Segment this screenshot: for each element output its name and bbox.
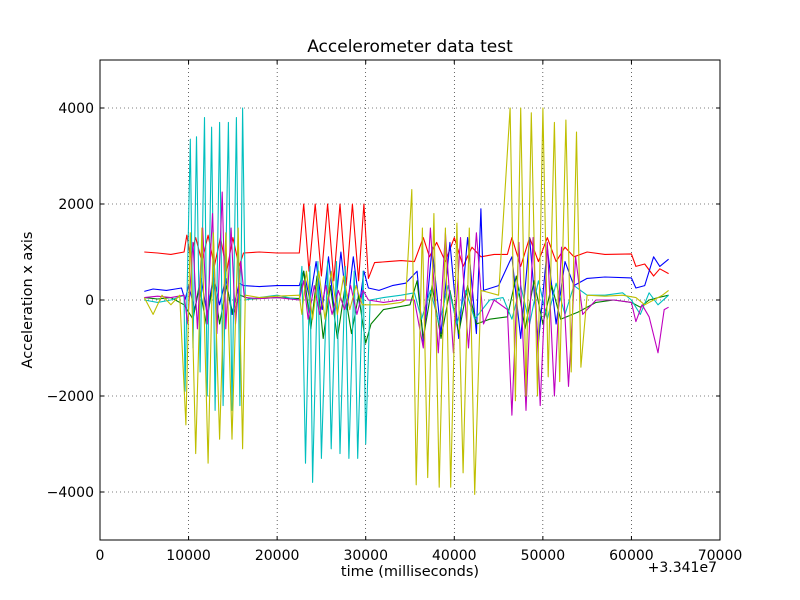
series-layer	[143, 107, 669, 495]
y-tick-label: −2000	[47, 389, 94, 405]
x-tick-label: 20000	[255, 548, 300, 564]
series-line-6	[143, 107, 669, 495]
x-tick-label: 70000	[698, 548, 743, 564]
chart-title: Accelerometer data test	[307, 37, 513, 57]
y-axis-label: Acceleration x axis	[20, 232, 36, 369]
tick-layer: 0 10000 20000 30000 40000 50000 60000 70000−400…	[47, 60, 743, 564]
x-tick-label: 50000	[521, 548, 566, 564]
x-tick-label: 40000	[432, 548, 477, 564]
y-tick-label: 2000	[58, 197, 94, 213]
y-tick-label: 4000	[58, 101, 94, 117]
y-tick-label: 0	[85, 293, 94, 309]
series-line-5	[144, 191, 669, 416]
y-tick-label: −4000	[47, 485, 94, 501]
x-tick-label: 10000	[166, 548, 211, 564]
x-tick-label: 60000	[609, 548, 654, 564]
x-tick-label: 30000	[343, 548, 388, 564]
x-axis-offset-label: +3.341e7	[648, 560, 717, 576]
x-axis-label: time (milliseconds)	[341, 564, 479, 580]
x-tick-label: 0	[96, 548, 105, 564]
